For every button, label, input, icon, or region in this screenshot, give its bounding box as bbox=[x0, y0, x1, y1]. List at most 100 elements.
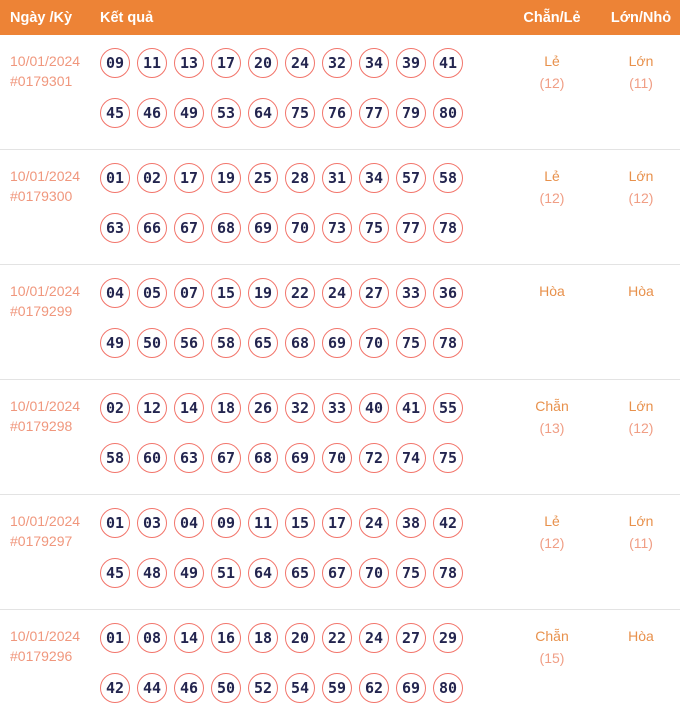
draw-date: 10/01/2024 bbox=[10, 628, 81, 644]
number-ball: 77 bbox=[359, 98, 389, 128]
number-ball: 46 bbox=[174, 673, 204, 703]
header-col-date: Ngày /Kỳ bbox=[10, 9, 73, 26]
number-ball: 69 bbox=[248, 213, 278, 243]
numbers-line-1: 09 11 13 17 20 24 32 34 39 41 bbox=[100, 48, 502, 78]
numbers-grid: 01 08 14 16 18 20 22 24 27 29 42 44 46 50 52 54 59 62 69 8… bbox=[100, 623, 502, 703]
number-ball: 58 bbox=[100, 443, 130, 473]
number-ball: 53 bbox=[211, 98, 241, 128]
number-ball: 38 bbox=[396, 508, 426, 538]
parity-value: Lẻ bbox=[544, 53, 560, 69]
number-ball: 04 bbox=[100, 278, 130, 308]
number-ball: 65 bbox=[248, 328, 278, 358]
number-ball: 75 bbox=[285, 98, 315, 128]
number-ball: 73 bbox=[322, 213, 352, 243]
draw-date: 10/01/2024 bbox=[10, 513, 81, 529]
number-ball: 13 bbox=[174, 48, 204, 78]
number-ball: 20 bbox=[285, 623, 315, 653]
number-ball: 68 bbox=[211, 213, 241, 243]
numbers-line-2: 58 60 63 67 68 69 70 72 74 75 bbox=[100, 443, 502, 473]
size-stat: Lớn (11) bbox=[602, 508, 680, 554]
numbers-grid: 01 03 04 09 11 15 17 24 38 42 45 48 49 51 64 65 67 70 75 7… bbox=[100, 508, 502, 588]
number-ball: 20 bbox=[248, 48, 278, 78]
number-ball: 09 bbox=[100, 48, 130, 78]
number-ball: 70 bbox=[359, 328, 389, 358]
number-ball: 64 bbox=[248, 98, 278, 128]
draw-info: 10/01/2024 #0179296 bbox=[0, 623, 100, 666]
result-row: 10/01/2024 #0179298 02 12 14 18 26 32 33 40 41 55… bbox=[0, 380, 680, 495]
number-ball: 75 bbox=[433, 443, 463, 473]
size-value: Lớn bbox=[628, 398, 654, 414]
number-ball: 24 bbox=[359, 508, 389, 538]
parity-stat: Lẻ (12) bbox=[502, 163, 602, 209]
number-ball: 09 bbox=[211, 508, 241, 538]
numbers-line-2: 45 48 49 51 64 65 67 70 75 78 bbox=[100, 558, 502, 588]
number-ball: 75 bbox=[359, 213, 389, 243]
number-ball: 01 bbox=[100, 508, 130, 538]
size-stat: Hòa bbox=[602, 278, 680, 302]
numbers-line-1: 01 03 04 09 11 15 17 24 38 42 bbox=[100, 508, 502, 538]
parity-value: Chẵn bbox=[535, 628, 569, 644]
number-ball: 15 bbox=[211, 278, 241, 308]
size-count: (12) bbox=[628, 420, 654, 436]
size-value: Lớn bbox=[628, 168, 654, 184]
number-ball: 05 bbox=[137, 278, 167, 308]
number-ball: 34 bbox=[359, 163, 389, 193]
number-ball: 45 bbox=[100, 98, 130, 128]
results-table-body: 10/01/2024 #0179301 09 11 13 17 20 24 32 34 39 41… bbox=[0, 35, 680, 715]
parity-stat: Lẻ (12) bbox=[502, 48, 602, 94]
number-ball: 03 bbox=[137, 508, 167, 538]
table-header: Ngày /Kỳ Kết quả Chẵn/Lẻ Lớn/Nhỏ bbox=[0, 0, 680, 35]
number-ball: 17 bbox=[211, 48, 241, 78]
number-ball: 17 bbox=[174, 163, 204, 193]
size-count: (11) bbox=[629, 535, 653, 551]
numbers-line-2: 49 50 56 58 65 68 69 70 75 78 bbox=[100, 328, 502, 358]
draw-id: #0179297 bbox=[10, 533, 73, 549]
number-ball: 11 bbox=[137, 48, 167, 78]
size-stat: Lớn (11) bbox=[602, 48, 680, 94]
number-ball: 66 bbox=[137, 213, 167, 243]
draw-info: 10/01/2024 #0179297 bbox=[0, 508, 100, 551]
number-ball: 67 bbox=[322, 558, 352, 588]
number-ball: 41 bbox=[396, 393, 426, 423]
size-value: Hòa bbox=[628, 283, 654, 299]
number-ball: 04 bbox=[174, 508, 204, 538]
number-ball: 75 bbox=[396, 328, 426, 358]
number-ball: 01 bbox=[100, 163, 130, 193]
parity-count: (12) bbox=[539, 190, 565, 206]
number-ball: 60 bbox=[137, 443, 167, 473]
number-ball: 07 bbox=[174, 278, 204, 308]
numbers-line-1: 01 02 17 19 25 28 31 34 57 58 bbox=[100, 163, 502, 193]
number-ball: 17 bbox=[322, 508, 352, 538]
numbers-line-2: 42 44 46 50 52 54 59 62 69 80 bbox=[100, 673, 502, 703]
number-ball: 63 bbox=[174, 443, 204, 473]
number-ball: 68 bbox=[248, 443, 278, 473]
number-ball: 63 bbox=[100, 213, 130, 243]
parity-stat: Hòa bbox=[502, 278, 602, 302]
number-ball: 80 bbox=[433, 98, 463, 128]
draw-info: 10/01/2024 #0179301 bbox=[0, 48, 100, 91]
number-ball: 28 bbox=[285, 163, 315, 193]
number-ball: 15 bbox=[285, 508, 315, 538]
number-ball: 42 bbox=[100, 673, 130, 703]
number-ball: 69 bbox=[285, 443, 315, 473]
number-ball: 41 bbox=[433, 48, 463, 78]
number-ball: 67 bbox=[211, 443, 241, 473]
number-ball: 64 bbox=[248, 558, 278, 588]
number-ball: 45 bbox=[100, 558, 130, 588]
number-ball: 51 bbox=[211, 558, 241, 588]
draw-info: 10/01/2024 #0179299 bbox=[0, 278, 100, 321]
number-ball: 72 bbox=[359, 443, 389, 473]
number-ball: 24 bbox=[359, 623, 389, 653]
number-ball: 32 bbox=[285, 393, 315, 423]
number-ball: 33 bbox=[322, 393, 352, 423]
number-ball: 24 bbox=[285, 48, 315, 78]
header-col-result: Kết quả bbox=[100, 9, 154, 26]
draw-id: #0179301 bbox=[10, 73, 73, 89]
number-ball: 54 bbox=[285, 673, 315, 703]
draw-info: 10/01/2024 #0179300 bbox=[0, 163, 100, 206]
size-count: (12) bbox=[628, 190, 654, 206]
number-ball: 24 bbox=[322, 278, 352, 308]
size-value: Lớn bbox=[628, 513, 654, 529]
draw-id: #0179300 bbox=[10, 188, 73, 204]
parity-value: Lẻ bbox=[544, 513, 560, 529]
